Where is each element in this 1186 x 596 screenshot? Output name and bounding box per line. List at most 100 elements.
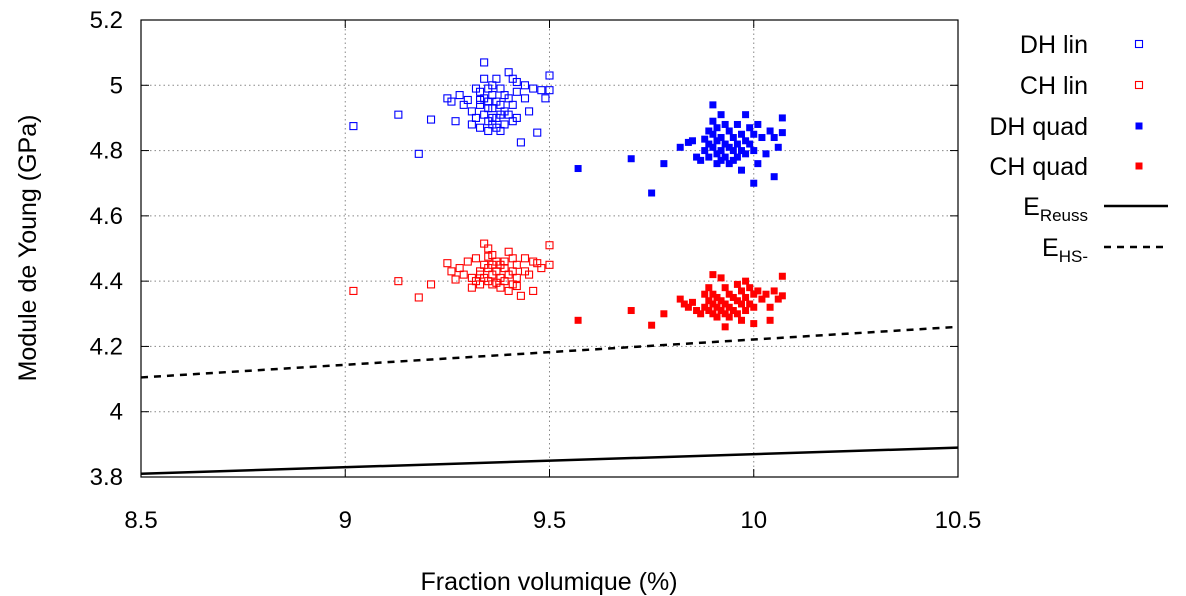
data-point — [746, 284, 754, 292]
series-line — [140, 325, 959, 379]
data-point — [447, 97, 456, 106]
data-point — [737, 316, 745, 324]
data-point — [742, 137, 750, 145]
data-point — [709, 101, 717, 109]
data-point — [480, 110, 489, 119]
data-point — [729, 293, 737, 301]
series-6 — [140, 325, 959, 379]
data-point — [697, 156, 705, 164]
data-point — [455, 91, 464, 100]
data-point — [733, 310, 741, 318]
data-point — [766, 316, 774, 324]
data-point — [729, 307, 737, 315]
data-point — [758, 134, 766, 142]
data-point — [778, 272, 786, 280]
data-point — [774, 295, 782, 303]
data-point — [705, 284, 713, 292]
data-point — [463, 257, 472, 266]
data-point — [750, 130, 758, 138]
data-point — [349, 122, 358, 131]
data-point — [545, 86, 554, 95]
data-point — [504, 110, 513, 119]
data-point — [484, 104, 493, 113]
data-point — [627, 155, 635, 163]
data-point — [520, 254, 530, 263]
data-point — [512, 87, 521, 96]
x-axis-label: Fraction volumique (%) — [420, 568, 677, 596]
data-point — [754, 287, 762, 295]
data-point — [508, 280, 517, 289]
data-point — [746, 300, 754, 308]
data-point — [480, 239, 489, 248]
data-point — [774, 143, 782, 151]
data-point — [492, 278, 501, 287]
data-point — [512, 260, 521, 269]
data-point — [676, 143, 684, 151]
data-point — [754, 160, 762, 168]
y-tick-label: 4.6 — [90, 203, 123, 230]
data-point — [721, 153, 729, 161]
data-point — [476, 95, 485, 105]
data-point — [500, 120, 509, 129]
data-point — [701, 303, 709, 311]
series-4 — [574, 271, 786, 331]
legend-marker-sample — [1134, 39, 1144, 49]
data-point — [733, 297, 741, 305]
series-line — [140, 446, 959, 475]
data-point — [463, 95, 472, 105]
data-point — [713, 303, 721, 311]
data-point — [476, 270, 485, 279]
data-point — [721, 310, 729, 318]
data-point — [476, 123, 485, 132]
data-point — [725, 127, 733, 135]
data-point — [742, 307, 750, 315]
data-point — [545, 241, 554, 250]
data-point — [737, 130, 745, 138]
data-point — [520, 94, 530, 103]
data-point — [746, 124, 754, 132]
data-point — [508, 254, 517, 263]
data-point — [529, 286, 538, 295]
data-point — [701, 135, 709, 143]
data-point — [508, 100, 517, 109]
data-point — [737, 287, 745, 295]
data-point — [746, 140, 754, 148]
data-point — [750, 290, 758, 298]
data-point — [750, 179, 758, 187]
data-point — [512, 113, 521, 122]
data-point — [455, 264, 464, 273]
data-point — [717, 307, 725, 315]
data-point — [520, 81, 530, 90]
data-point — [492, 267, 501, 276]
data-point — [713, 160, 721, 168]
data-point — [762, 290, 770, 298]
series-5 — [140, 446, 959, 475]
data-point — [697, 310, 705, 318]
data-point — [701, 147, 709, 155]
data-point — [451, 117, 460, 126]
legend-label: EReuss — [1023, 193, 1088, 225]
data-point — [500, 257, 509, 266]
y-axis-label: Module de Young (GPa) — [14, 115, 42, 382]
data-point — [733, 140, 741, 148]
data-point — [426, 115, 436, 124]
data-point — [492, 74, 501, 83]
data-point — [688, 298, 696, 306]
y-tick-label: 5 — [110, 72, 123, 99]
data-point — [729, 147, 737, 155]
data-point — [688, 137, 696, 145]
data-point — [721, 120, 729, 128]
data-point — [529, 84, 538, 93]
data-point — [476, 100, 485, 109]
data-point — [770, 173, 778, 181]
data-point — [512, 281, 521, 291]
data-point — [737, 166, 745, 174]
data-point — [488, 91, 497, 100]
data-point — [705, 307, 713, 315]
data-point — [545, 260, 554, 269]
data-point — [684, 138, 692, 146]
data-point — [709, 117, 717, 125]
data-point — [733, 120, 741, 128]
x-tick-label: 9 — [339, 507, 352, 534]
data-point — [545, 71, 554, 80]
